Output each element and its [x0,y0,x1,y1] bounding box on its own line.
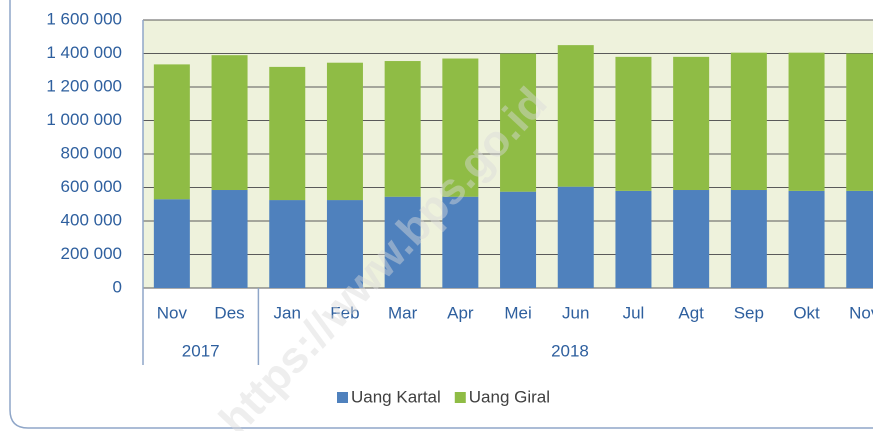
group-label: 2018 [551,341,589,360]
x-tick-label: Des [214,303,244,322]
bar-segment [211,55,248,191]
bar-segment [673,56,710,191]
bar-segment [153,64,190,200]
group-label: 2017 [182,341,220,360]
y-tick-label: 1 200 000 [46,76,122,95]
y-tick-label: 0 [113,277,122,296]
bar-segment [269,200,306,288]
y-tick-label: 1 400 000 [46,43,122,62]
bar-segment [326,62,363,201]
y-tick-label: 400 000 [61,210,122,229]
bar-segment [615,190,652,288]
bar-segment [846,190,873,288]
bar-segment [730,52,767,191]
y-tick-label: 800 000 [61,143,122,162]
bar-segment [500,191,537,288]
bar-segment [788,52,825,191]
legend-swatch [337,392,348,403]
bar-segment [326,200,363,288]
bar-segment [442,196,479,288]
bar-segment [788,190,825,288]
y-tick-label: 1 000 000 [46,110,122,129]
x-tick-label: Jun [562,303,589,322]
bar-segment [153,199,190,288]
legend-swatch [454,392,466,403]
y-tick-label: 1 600 000 [46,9,122,28]
frame [9,0,873,429]
y-tick-label: 600 000 [61,177,122,196]
x-tick-label: Apr [447,303,474,322]
x-tick-label: Nov [849,303,873,322]
bar-segment [269,66,306,201]
x-tick-label: Jul [623,303,645,322]
bar-segment [442,58,479,197]
bar-segment [384,61,421,197]
x-tick-label: Nov [157,303,188,322]
x-tick-label: Mar [388,303,418,322]
y-tick-label: 200 000 [61,244,122,263]
x-tick-label: Okt [793,303,820,322]
x-tick-label: Mei [504,303,531,322]
bar-segment [673,190,710,288]
x-tick-label: Agt [678,303,704,322]
bar-segment [211,190,248,288]
bar-segment [384,196,421,288]
x-tick-label: Jan [274,303,301,322]
bar-segment [500,53,537,192]
x-tick-label: Sep [734,303,764,322]
legend-label: Uang Kartal [351,387,441,406]
bar-segment [846,53,873,191]
bar-segment [615,56,652,191]
x-tick-label: Feb [330,303,359,322]
bar-segment [557,45,594,187]
legend-label: Uang Giral [469,387,550,406]
bar-segment [730,190,767,288]
bar-segment [557,186,594,288]
